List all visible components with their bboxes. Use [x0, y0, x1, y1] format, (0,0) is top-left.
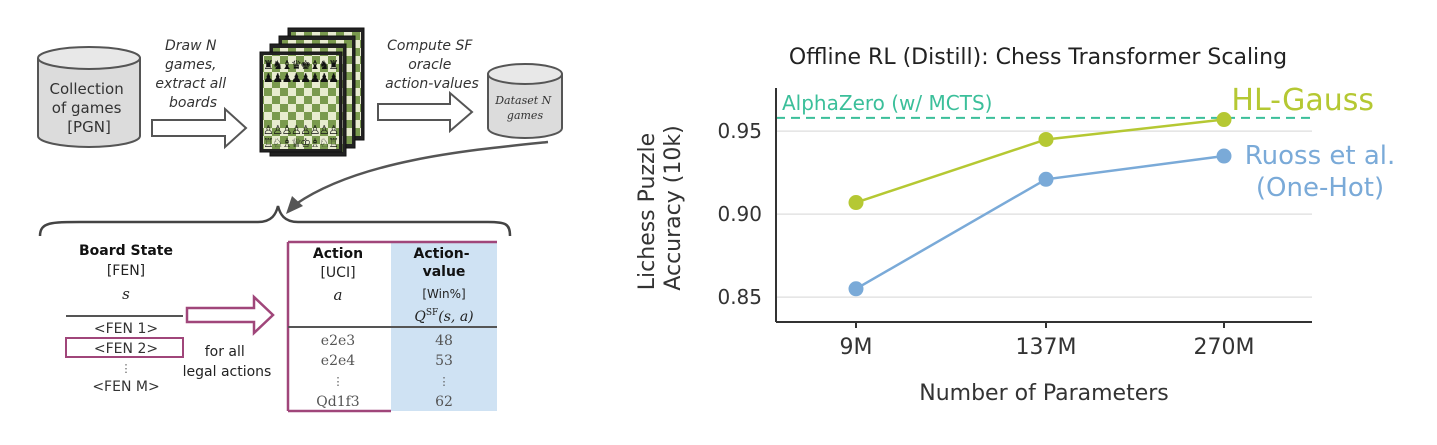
svg-text:♜♞♝♛♚♝♞♜: ♜♞♝♛♚♝♞♜ — [263, 58, 339, 72]
series-point — [1038, 171, 1054, 187]
x-axis-label: Number of Parameters — [919, 381, 1169, 406]
board-state-header: Board State — [79, 243, 173, 259]
step1-arrow — [151, 106, 248, 150]
chart: Offline RL (Distill): Chess Transformer … — [635, 45, 1395, 406]
reference-line: AlphaZero (w/ MCTS) — [776, 91, 1312, 119]
step2-label-1: Compute SF — [387, 38, 473, 54]
x-tick-label: 270M — [1194, 335, 1255, 360]
collection-label-3: [PGN] — [67, 118, 111, 136]
series-point — [1216, 148, 1232, 164]
collection-cylinder: Collection of games [PGN] — [37, 46, 141, 148]
curly-brace — [38, 205, 512, 237]
step1-label-1: Draw N — [165, 38, 217, 54]
value-header-1: Action- — [414, 246, 470, 262]
arrow-caption-1: for all — [205, 344, 245, 360]
series-point — [848, 281, 864, 297]
chess-boards-stack: ♜♞♝♛♚♝♞♜ ♟♟♟♟♟♟♟♟ ♙♙♙♙♙♙♙♙ ♖♘♗♕♔♗♘♖ — [259, 27, 365, 157]
svg-text:Dataset N games: Dataset N games — [494, 94, 555, 122]
svg-text:♙♙♙♙♙♙♙♙: ♙♙♙♙♙♙♙♙ — [263, 123, 339, 137]
action-value-table: Action [UCI] a Action- value [Win%] QSF(… — [286, 240, 497, 413]
pipeline-diagram: Collection of games [PGN] Draw N games, … — [37, 27, 563, 237]
board-state-symbol: s — [122, 285, 130, 303]
x-tick-label: 9M — [840, 335, 873, 360]
series-label-hl-gauss: HL-Gauss — [1231, 83, 1374, 118]
value-sub: [Win%] — [422, 287, 465, 301]
collection-label-2: of games — [52, 99, 122, 117]
series-point — [1216, 112, 1232, 128]
series-line — [855, 118, 1225, 204]
y-axis-label-2: Accuracy (10k) — [661, 125, 686, 290]
svg-text:Compute SF oracle: Compute SF oracle action-values — [385, 38, 479, 92]
alphazero-label: AlphaZero (w/ MCTS) — [782, 91, 992, 115]
arrow-caption-2: legal actions — [183, 364, 272, 380]
value-symbol: QSF(s, a) — [414, 308, 473, 325]
table-value-cell: 48 — [435, 333, 453, 349]
legal-actions-arrow — [185, 294, 275, 336]
table-value-cell: 62 — [435, 394, 453, 410]
action-header: Action — [313, 246, 363, 262]
svg-text:♟♟♟♟♟♟♟♟: ♟♟♟♟♟♟♟♟ — [263, 71, 339, 85]
table-action-cell: e2e4 — [321, 353, 355, 369]
step1-label-2: games, — [165, 57, 216, 73]
svg-text:for all legal actions: for all legal actions — [183, 344, 272, 380]
y-tick-label: 0.90 — [717, 202, 762, 226]
svg-text:Collection of games: Collection of games [PGN] — [50, 80, 129, 136]
svg-text:Action- value: Action- value — [414, 246, 475, 280]
action-sub: [UCI] — [320, 265, 355, 281]
step2-arrow — [377, 90, 474, 134]
table-action-cell: ⋮ — [333, 375, 344, 388]
step2-label-2: oracle — [408, 57, 451, 73]
chart-grid — [776, 130, 1312, 298]
table-action-cell: e2e3 — [321, 333, 355, 349]
curved-arrow — [295, 140, 549, 206]
dataset-label-2: games — [507, 109, 544, 122]
table-rows: e2e3 48 e2e4 53 ⋮ ⋮ Qd1f3 62 — [316, 333, 453, 410]
svg-text:♖♘♗♕♔♗♘♖: ♖♘♗♕♔♗♘♖ — [263, 136, 339, 150]
table-value-cell: 53 — [435, 353, 453, 369]
step1-label-3: extract all — [155, 76, 226, 92]
collection-label-1: Collection — [50, 80, 124, 98]
chart-title: Offline RL (Distill): Chess Transformer … — [789, 45, 1287, 70]
series-label-ruoss-line: (One-Hot) — [1256, 173, 1384, 203]
y-tick-label: 0.85 — [717, 285, 762, 309]
series-point — [1038, 131, 1054, 147]
step2-label-3: action-values — [385, 76, 479, 92]
x-tick-label: 137M — [1016, 335, 1077, 360]
value-header-2: value — [423, 264, 466, 280]
svg-text:Lichess Puzzle Accuracy: Lichess Puzzle Accuracy (10k) — [635, 125, 686, 290]
table-action-cell: Qd1f3 — [316, 394, 359, 410]
dataset-label-1: Dataset N — [494, 94, 551, 107]
dataset-cylinder: Dataset N games — [487, 63, 563, 139]
board-state-column: Board State [FEN] s <FEN 1> <FEN 2> ⋮ <F… — [65, 243, 184, 395]
step1-label-4: boards — [169, 95, 217, 111]
fen-row-2: <FEN 2> — [94, 341, 158, 357]
svg-text:Draw N games, extr: Draw N games, extract all boards — [155, 38, 230, 111]
y-ticks: 0.85 0.90 0.95 — [717, 119, 762, 309]
board-state-sub: [FEN] — [107, 263, 145, 279]
fen-row-1: <FEN 1> — [94, 321, 158, 337]
series-label-ruoss: Ruoss et al. (One-Hot) — [1245, 141, 1396, 203]
series-label-ruoss-line: Ruoss et al. — [1245, 141, 1396, 171]
fen-row-3: ⋮ — [121, 362, 132, 375]
chart-series: HL-Gauss Ruoss et al. (One-Hot) — [848, 83, 1396, 297]
series-point — [848, 195, 864, 211]
y-tick-label: 0.95 — [717, 119, 762, 143]
fen-row-4: <FEN M> — [92, 379, 159, 395]
y-axis-label-1: Lichess Puzzle — [635, 133, 660, 290]
action-symbol: a — [334, 286, 343, 304]
table-value-cell: ⋮ — [439, 375, 450, 388]
x-ticks: 9M 137M 270M — [840, 322, 1255, 360]
